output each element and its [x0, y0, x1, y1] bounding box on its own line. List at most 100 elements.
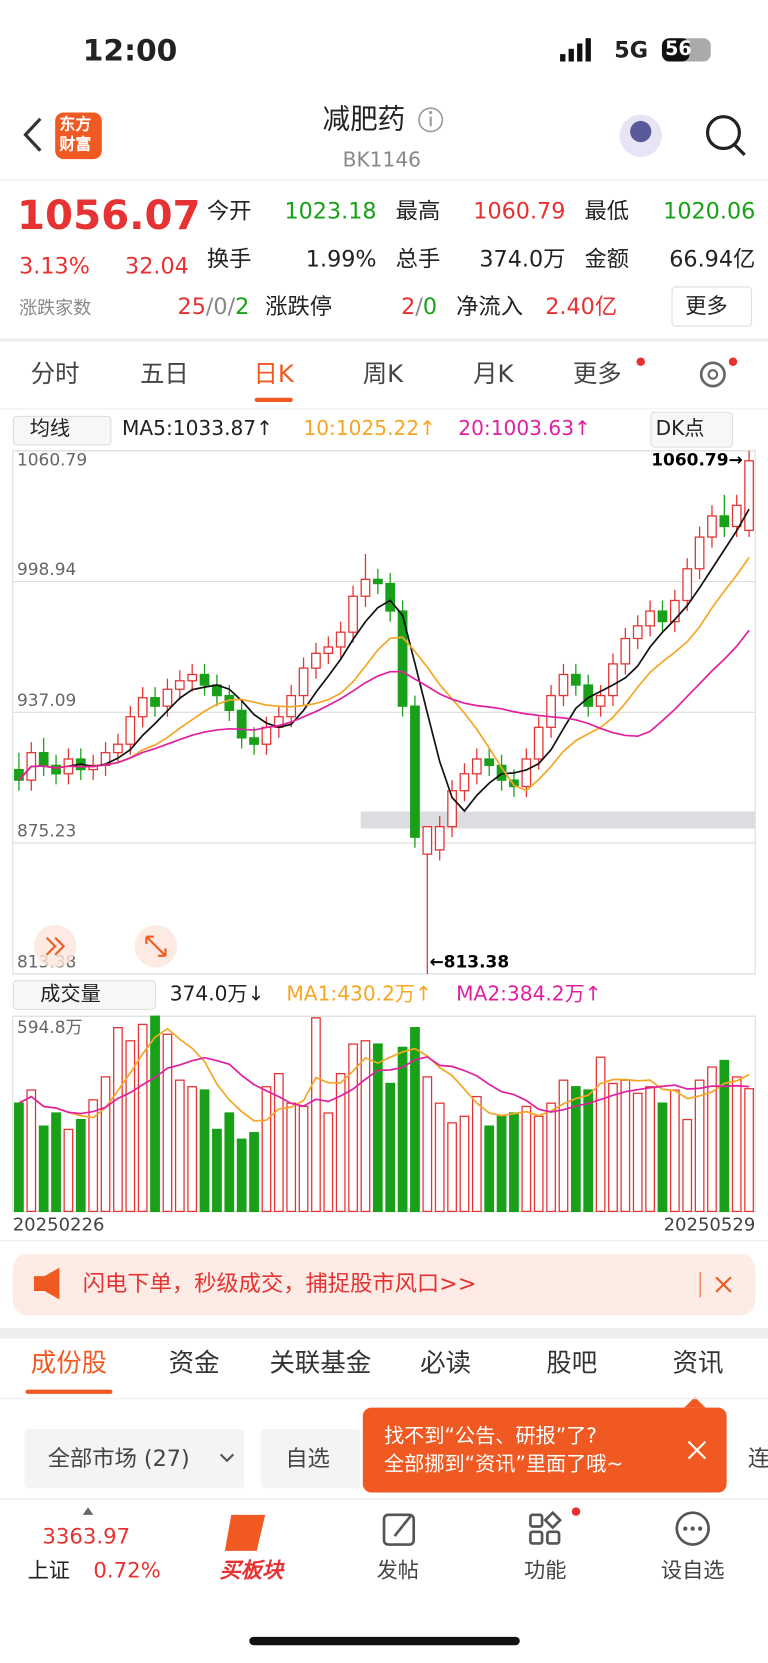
volume-bar: [199, 1089, 210, 1213]
volume-bar: [113, 1027, 123, 1213]
candle-body: [410, 705, 420, 838]
volume-bar: [744, 1088, 754, 1213]
candle-body: [298, 667, 309, 697]
volume-bar: [521, 1105, 532, 1213]
x-tick-label: 20250226: [13, 1215, 105, 1236]
section-tab[interactable]: 资讯: [672, 1348, 724, 1378]
nav-item[interactable]: 买板块: [219, 1557, 284, 1583]
candle-body: [620, 637, 631, 665]
candle-body: [335, 631, 346, 648]
volume-bar: [632, 1092, 643, 1213]
field-value: 1.99%: [305, 246, 377, 272]
pct: 3.13%: [19, 253, 90, 279]
volume-bar: [546, 1102, 556, 1213]
candle-body: [509, 779, 519, 788]
tab[interactable]: 更多: [572, 360, 622, 389]
volume-bar: [385, 1082, 396, 1213]
inflow: 2.40亿: [545, 293, 618, 320]
volume-bar: [323, 1112, 334, 1213]
x-tick-label: 20250529: [664, 1215, 756, 1236]
candle-body: [385, 582, 396, 612]
nav-item[interactable]: 功能: [524, 1557, 567, 1583]
candle-body: [447, 790, 457, 828]
candle-body: [38, 752, 49, 766]
candle-body: [669, 599, 680, 623]
index-value: 3363.97: [42, 1523, 131, 1549]
volume-bar: [509, 1112, 519, 1213]
candle-body: [224, 694, 235, 712]
tooltip: 找不到“公告、研报”了?: [384, 1424, 597, 1448]
candle-body: [459, 773, 470, 792]
ma-selector[interactable]: 均线: [29, 416, 71, 441]
candle-body: [397, 610, 408, 707]
change: 32.04: [125, 253, 189, 279]
candle-body: [199, 673, 210, 686]
filter[interactable]: 全部市场 (27): [47, 1445, 190, 1472]
up: 25: [177, 293, 206, 320]
volume-bar: [570, 1086, 581, 1213]
more-button[interactable]: 更多: [685, 292, 728, 319]
volume-current: 374.0万↓: [169, 982, 265, 1006]
volume-bar: [75, 1118, 86, 1213]
volume-bar: [162, 1033, 173, 1213]
section-tab[interactable]: 关联基金: [269, 1348, 372, 1378]
ma20: 20:1003.63↑: [458, 416, 591, 441]
candle-body: [125, 716, 136, 745]
tab[interactable]: 分时: [30, 360, 80, 389]
banner[interactable]: 闪电下单，秒级成交，捕捉股市风口>>: [82, 1270, 477, 1297]
candle-body: [150, 697, 160, 707]
y-tick-label: 875.23: [17, 822, 76, 842]
tab[interactable]: 月K: [473, 360, 514, 389]
volume-bar: [273, 1072, 284, 1213]
time: 12:00: [82, 32, 178, 68]
filter[interactable]: 自选: [285, 1445, 330, 1472]
candle-body: [174, 680, 185, 690]
filter[interactable]: 连: [747, 1445, 768, 1472]
tab[interactable]: 周K: [362, 360, 404, 389]
candle-body: [162, 688, 173, 707]
field-value: 66.94亿: [669, 246, 756, 272]
candle-body: [645, 610, 655, 627]
volume-bar: [335, 1072, 346, 1213]
section-tab[interactable]: 股吧: [546, 1348, 598, 1378]
candle-body: [595, 694, 606, 707]
volume-bar: [212, 1128, 222, 1213]
y-tick-label: 937.09: [17, 691, 76, 711]
volume-ma-line: [18, 1055, 750, 1115]
field-label: 最高: [395, 198, 441, 224]
flat: 0: [213, 293, 228, 320]
candle-body: [137, 697, 148, 718]
volume-bar: [645, 1086, 655, 1213]
field-value: 1023.18: [284, 198, 377, 224]
volume-bar: [533, 1115, 544, 1213]
y-tick-label: 998.94: [17, 560, 76, 580]
section-tab[interactable]: 必读: [420, 1348, 471, 1378]
nav-item[interactable]: 发帖: [376, 1557, 420, 1583]
section-tab[interactable]: 资金: [168, 1348, 220, 1378]
price: 1056.07: [16, 192, 201, 239]
logo: 财富: [59, 134, 92, 154]
volume-bar: [707, 1066, 717, 1213]
volume-bar: [410, 1027, 420, 1213]
section-tab[interactable]: 成份股: [30, 1348, 108, 1378]
volume-selector[interactable]: 成交量: [40, 982, 101, 1006]
candle-body: [360, 578, 371, 597]
volume-bar: [360, 1040, 371, 1213]
candle-body: [546, 694, 556, 728]
field-label: 金额: [584, 246, 630, 272]
field-label: 最低: [584, 198, 630, 224]
volume-bar: [447, 1122, 457, 1213]
field-value: 1060.79: [473, 198, 566, 224]
volume-bar: [620, 1079, 631, 1213]
dk-button[interactable]: DK点: [655, 416, 705, 441]
nav-item[interactable]: 设自选: [660, 1557, 725, 1583]
volume-ma1: MA1:430.2万↑: [286, 982, 432, 1006]
candle-body: [558, 673, 569, 697]
candle-body: [422, 826, 433, 855]
tab[interactable]: 日K: [253, 360, 294, 389]
candle-body: [471, 758, 482, 775]
candle-body: [261, 726, 272, 745]
tab[interactable]: 五日: [140, 360, 189, 389]
